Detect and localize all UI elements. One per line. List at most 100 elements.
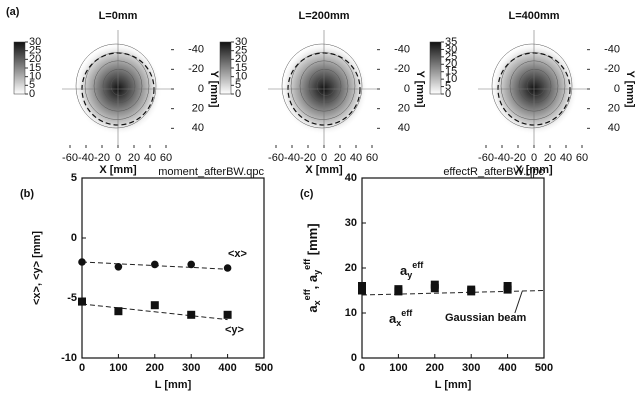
panel-title: L=0mm [99,10,138,22]
x-tick-label: 100 [389,362,407,374]
y-tick-label: -40 [604,44,620,56]
panel-title: L=400mm [508,10,559,22]
x-axis-label: L [mm] [155,379,192,391]
data-point [114,307,122,315]
x-tick-label: 200 [146,362,164,374]
x-tick-label: -40 [78,152,94,164]
x-tick-label: -60 [478,152,494,164]
y-tick-label: 10 [345,307,357,319]
x-tick-label: 300 [462,362,480,374]
x-tick-label: -20 [510,152,526,164]
x-tick-label: -60 [268,152,284,164]
x-tick-label: 400 [218,362,236,374]
colorbar-tick-label: 30 [29,36,41,48]
x-tick-label: 0 [359,362,365,374]
y-tick-label: -40 [188,44,204,56]
x-tick-label: 0 [115,152,121,164]
x-tick-label: 20 [128,152,140,164]
data-point [467,287,475,295]
text-part: x [396,318,401,328]
x-axis-label: X [mm] [305,164,343,176]
text-part: x [312,300,322,305]
y-tick-label: 30 [345,217,357,229]
x-tick-label: 40 [144,152,156,164]
x-tick-label: 20 [544,152,556,164]
text-part: , a [305,274,320,289]
data-point [78,258,86,266]
data-point [187,311,195,319]
data-point [431,284,439,292]
x-tick-label: 60 [160,152,172,164]
text-part: eff [401,308,413,318]
series-label: <x> [228,248,247,260]
y-tick-label: 40 [345,172,357,184]
y-tick-label: 20 [608,103,620,115]
y-tick-label: 40 [192,122,204,134]
pointer [515,291,522,313]
y-tick-label: 20 [192,103,204,115]
y-tick-label: -5 [67,292,77,304]
y-axis-label: Y [mm] [208,70,220,107]
x-tick-label: 500 [255,362,273,374]
y-tick-label: -20 [604,63,620,75]
colorbar [220,42,231,94]
colorbar-tick-label: 35 [445,36,457,48]
y-tick-label: -10 [61,352,77,364]
y-tick-label: 0 [71,232,77,244]
text-part: y [407,270,412,280]
data-point [504,286,512,294]
y-tick-label: 0 [614,83,620,95]
y-axis-label: axeff, ayeff [mm] [302,223,322,312]
y-tick-label: 0 [404,83,410,95]
x-tick-label: 0 [321,152,327,164]
y-tick-label: 20 [345,262,357,274]
series-label: <y> [225,324,244,336]
x-tick-label: 0 [531,152,537,164]
y-tick-label: 0 [351,352,357,364]
data-point [151,261,159,269]
x-axis-label: X [mm] [99,164,137,176]
x-tick-label: 0 [79,362,85,374]
note: moment_afterBW.qpc [158,166,264,178]
x-tick-label: 40 [560,152,572,164]
x-tick-label: 60 [366,152,378,164]
x-tick-label: 300 [182,362,200,374]
panel-label: (a) [6,6,20,18]
note: effectR_afterBW.qpc [443,166,544,178]
text-part: eff [412,260,424,270]
data-point [394,287,402,295]
plot-frame [362,178,544,358]
x-tick-label: 100 [109,362,127,374]
colorbar [430,42,441,94]
x-tick-label: 500 [535,362,553,374]
x-axis-label: L [mm] [435,379,472,391]
x-tick-label: -20 [94,152,110,164]
x-tick-label: -60 [62,152,78,164]
y-axis-label: Y [mm] [624,70,636,107]
panel-title: L=200mm [298,10,349,22]
x-tick-label: -40 [494,152,510,164]
x-tick-label: -40 [284,152,300,164]
y-tick-label: -20 [188,63,204,75]
data-point [115,263,123,271]
x-tick-label: 60 [576,152,588,164]
y-tick-label: 40 [608,122,620,134]
data-point [224,311,232,319]
y-axis-label: <x>, <y> [mm] [31,231,43,305]
x-tick-label: 200 [426,362,444,374]
series-label: axeff [389,308,413,328]
x-tick-label: 40 [350,152,362,164]
y-tick-label: -20 [394,63,410,75]
data-point [151,301,159,309]
x-tick-label: 20 [334,152,346,164]
reference-line [362,291,544,296]
data-point [224,264,232,272]
panel-label: (c) [300,188,314,200]
figure: (a)L=0mm-60-40-200204060-40-2002040X [mm… [0,0,644,399]
y-tick-label: -40 [394,44,410,56]
reference-label: Gaussian beam [445,312,527,324]
data-point [187,261,195,269]
y-tick-label: 5 [71,172,77,184]
text-part: y [312,270,322,275]
y-tick-label: 20 [398,103,410,115]
